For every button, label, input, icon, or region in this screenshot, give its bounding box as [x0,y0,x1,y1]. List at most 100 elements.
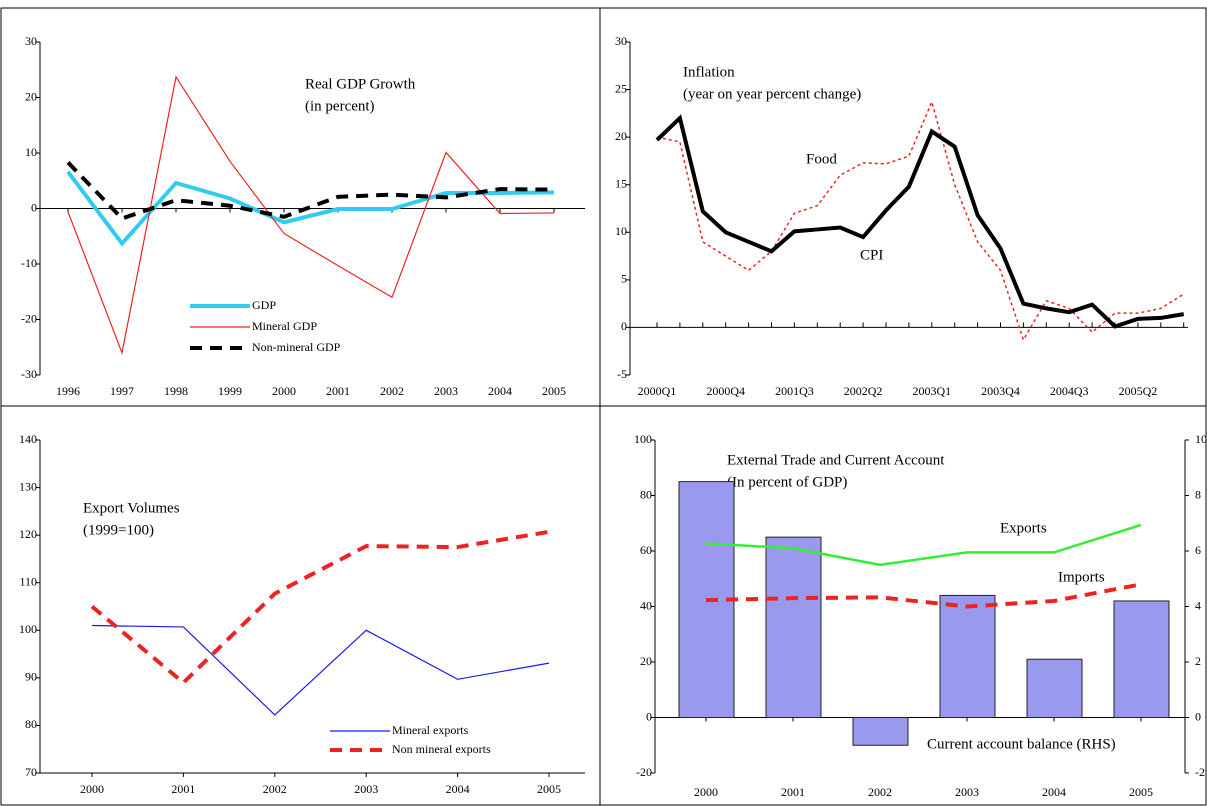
x-tick-label: 2005Q2 [1119,384,1158,398]
y-tick-label: 10 [615,224,627,238]
x-tick-label: 2000 [272,384,296,398]
legend-label: GDP [252,298,276,312]
x-tick-label: 2005 [542,384,566,398]
chart-subtitle: (1999=100) [83,522,154,538]
y-tick-label: 80 [25,717,37,731]
bar [1026,658,1083,718]
y-tick-label: 25 [615,81,627,95]
x-tick-label: 2003Q4 [981,384,1020,398]
y-tick-label: 80 [640,487,652,501]
y-tick-label: 130 [19,479,37,493]
bar [939,594,996,719]
y2-tick-label: -2 [1195,765,1205,779]
series-line [705,523,1142,567]
y2-tick-label: 0 [1195,709,1201,723]
series-line [705,582,1142,609]
x-tick-label: 2000Q1 [638,384,677,398]
x-tick-label: 2004 [1042,785,1066,799]
series-line [655,114,1185,329]
y-tick-label: 15 [615,176,627,190]
chart-subtitle: (year on year percent change) [683,86,861,102]
y2-tick-label: 2 [1195,654,1201,668]
x-tick-label: 1998 [164,384,188,398]
series-label: Imports [1058,569,1105,585]
x-tick-label: 2000 [80,782,104,796]
series-line [656,99,1185,342]
y-tick-label: 70 [25,765,37,779]
series-label: Food [806,151,837,167]
series-line [91,624,550,716]
x-tick-label: 2000Q4 [706,384,745,398]
x-tick-label: 1997 [110,384,134,398]
series-label: CPI [860,247,883,263]
y-tick-label: 10 [25,145,37,159]
x-tick-label: 1999 [218,384,242,398]
y-tick-label: 110 [19,574,37,588]
y-tick-label: -20 [21,311,37,325]
x-tick-label: 2001 [781,785,805,799]
bar [765,536,822,718]
series-label: Current account balance (RHS) [927,736,1116,752]
series-label: Exports [1000,520,1047,536]
x-tick-label: 2002 [263,782,287,796]
y-tick-label: -10 [21,256,37,270]
x-tick-label: 2003 [434,384,458,398]
legend-label: Mineral exports [392,723,469,737]
y2-tick-label: 4 [1195,598,1201,612]
x-tick-label: 2001Q3 [775,384,814,398]
x-tick-label: 2002 [380,384,404,398]
y-tick-label: 0 [621,319,627,333]
series-line [90,529,550,686]
y-tick-label: -5 [617,367,627,381]
x-tick-label: 1996 [56,384,80,398]
x-tick-label: 2001 [326,384,350,398]
y2-tick-label: 6 [1195,543,1201,557]
x-tick-label: 2001 [171,782,195,796]
bar [1113,600,1170,719]
y-tick-label: 120 [19,527,37,541]
legend-label: Non mineral exports [392,742,491,756]
series-line [66,161,555,221]
chart-subtitle: (in percent) [305,98,375,114]
x-tick-label: 2005 [537,782,561,796]
chart-title: Export Volumes [83,500,180,516]
legend-label: Non-mineral GDP [252,340,341,354]
x-tick-label: 2005 [1129,785,1153,799]
y-tick-label: 20 [25,89,37,103]
x-tick-label: 2002Q2 [844,384,883,398]
y-tick-label: -30 [21,367,37,381]
x-tick-label: 2003 [354,782,378,796]
chart-title: Real GDP Growth [305,76,416,92]
legend-label: Mineral GDP [252,319,317,333]
x-tick-label: 2004 [446,782,470,796]
y-tick-label: 0 [31,200,37,214]
x-tick-label: 2004 [488,384,512,398]
y-tick-label: 90 [25,670,37,684]
y2-tick-label: 8 [1195,487,1201,501]
chart-title: External Trade and Current Account [727,452,945,468]
x-tick-label: 2002 [868,785,892,799]
y-tick-label: 30 [615,34,627,48]
x-tick-label: 2000 [694,785,718,799]
y-tick-label: 5 [621,272,627,286]
y-tick-label: 30 [25,34,37,48]
x-tick-label: 2003Q1 [912,384,951,398]
y-tick-label: 100 [19,622,37,636]
chart-subtitle: (In percent of GDP) [727,474,847,490]
y-tick-label: 140 [19,432,37,446]
bar [852,717,909,746]
y-tick-label: 40 [640,598,652,612]
chart-title: Inflation [683,64,735,80]
y-tick-label: 0 [646,709,652,723]
y2-tick-label: 10 [1195,432,1207,446]
y-tick-label: 60 [640,543,652,557]
series-line [66,170,555,247]
x-tick-label: 2004Q3 [1050,384,1089,398]
y-tick-label: 20 [640,654,652,668]
x-tick-label: 2003 [955,785,979,799]
series-line [67,75,555,355]
y-tick-label: -20 [636,765,652,779]
y-tick-label: 100 [634,432,652,446]
y-tick-label: 20 [615,129,627,143]
